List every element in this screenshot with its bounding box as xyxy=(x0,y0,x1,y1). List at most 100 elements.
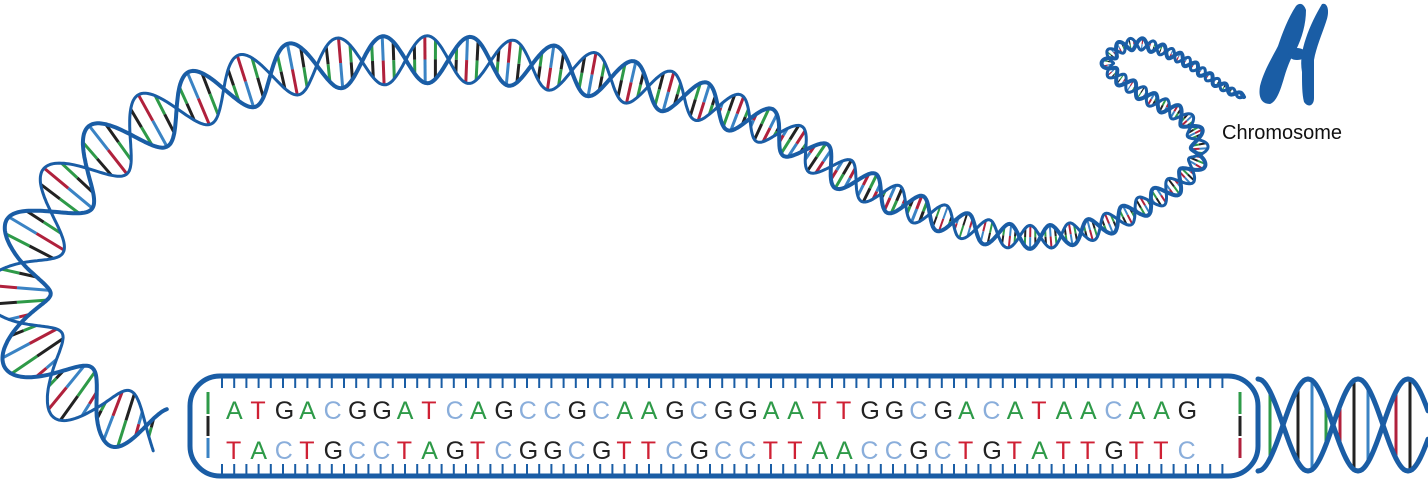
base-pair-rung xyxy=(475,40,480,61)
base-pair-rung xyxy=(788,124,801,141)
base-pair-rung xyxy=(506,40,512,63)
base-pair-rung xyxy=(299,47,306,68)
base-pair-rung xyxy=(302,67,309,88)
base-pair-rung xyxy=(586,74,594,97)
base-pair-rung xyxy=(81,141,99,160)
base-pair-rung xyxy=(958,225,965,239)
base-pair-rung xyxy=(348,44,353,63)
base-pair-rung xyxy=(88,124,110,151)
base-pair-rung xyxy=(36,337,64,358)
base-T: T xyxy=(616,437,631,465)
base-pair-rung xyxy=(381,60,386,85)
base-T: T xyxy=(299,437,314,465)
chromosome-centromere xyxy=(1288,48,1306,60)
base-T: T xyxy=(1080,437,1095,465)
base-T: T xyxy=(1007,437,1022,465)
base-pair-rung xyxy=(324,46,330,65)
base-pair-rung xyxy=(185,102,196,121)
base-pair-rung xyxy=(795,129,807,145)
base-G: G xyxy=(934,397,953,425)
base-pair-rung xyxy=(380,36,385,61)
base-pair-rung xyxy=(806,156,818,172)
base-pair-rung xyxy=(629,61,638,83)
base-C: C xyxy=(1178,437,1196,465)
base-C: C xyxy=(982,397,1000,425)
base-C: C xyxy=(592,397,610,425)
base-A: A xyxy=(1031,437,1048,465)
base-pair-rung xyxy=(244,80,256,108)
base-pair-rung xyxy=(279,71,287,89)
base-A: A xyxy=(397,397,414,425)
sequence-zoom-box xyxy=(187,373,1261,479)
base-pair-rung xyxy=(43,166,70,190)
base-C: C xyxy=(690,397,708,425)
base-pair-rung xyxy=(285,43,294,70)
base-pair-rung xyxy=(1,267,20,275)
base-G: G xyxy=(494,397,513,425)
base-pair-rung xyxy=(102,415,115,441)
base-pair-rung xyxy=(16,298,47,304)
helix-right-strand-a xyxy=(1255,376,1428,474)
base-pair-rung xyxy=(815,142,828,158)
base-G: G xyxy=(543,437,562,465)
base-T: T xyxy=(226,437,241,465)
base-pair-rung xyxy=(942,205,949,220)
base-pair-rung xyxy=(702,83,712,103)
base-A: A xyxy=(470,397,487,425)
base-G: G xyxy=(324,437,343,465)
base-pair-rung xyxy=(688,99,697,117)
base-pair-rung xyxy=(151,119,169,148)
base-A: A xyxy=(958,397,975,425)
base-pair-rung xyxy=(140,126,154,146)
base-A: A xyxy=(787,397,804,425)
base-pair-rung xyxy=(337,37,343,64)
base-A: A xyxy=(1080,397,1097,425)
base-pair-rung xyxy=(842,159,853,176)
base-pair-rung xyxy=(761,127,772,143)
base-G: G xyxy=(592,437,611,465)
base-G: G xyxy=(982,437,1001,465)
base-pair-rung xyxy=(290,69,299,96)
base-pair-rung xyxy=(590,52,598,75)
base-G: G xyxy=(446,437,465,465)
base-pair-rung xyxy=(760,107,771,125)
base-pair-rung xyxy=(517,44,523,64)
base-G: G xyxy=(738,397,757,425)
chromosome-icon xyxy=(1259,3,1329,106)
base-A: A xyxy=(763,397,780,425)
base-pair-rung xyxy=(1,342,31,360)
base-pair-rung xyxy=(1007,235,1011,248)
base-pair-rung xyxy=(111,391,124,417)
base-pair-rung xyxy=(226,69,235,86)
base-T: T xyxy=(1056,437,1071,465)
base-C: C xyxy=(275,437,293,465)
chromosome-chromatid-right xyxy=(1301,3,1329,106)
base-pair-rung xyxy=(35,232,65,252)
base-pair-rung xyxy=(106,148,129,175)
helix-strands xyxy=(0,34,1246,453)
base-T: T xyxy=(812,397,827,425)
base-C: C xyxy=(714,437,732,465)
base-pair-rung xyxy=(200,72,212,95)
base-pair-rung xyxy=(464,60,469,83)
base-pair-rung xyxy=(888,184,897,199)
base-T: T xyxy=(1031,397,1046,425)
base-T: T xyxy=(787,437,802,465)
base-C: C xyxy=(519,397,537,425)
base-G: G xyxy=(372,397,391,425)
base-pair-rung xyxy=(833,173,845,189)
base-A: A xyxy=(226,397,243,425)
base-A: A xyxy=(1129,397,1146,425)
base-pair-rung xyxy=(729,113,739,132)
base-pair-rung xyxy=(0,300,18,305)
base-pair-rung xyxy=(137,94,155,122)
base-pair-rung xyxy=(696,101,706,121)
base-C: C xyxy=(348,437,366,465)
base-C: C xyxy=(909,397,927,425)
base-pair-rung xyxy=(557,69,563,86)
base-pair-rung xyxy=(735,96,746,115)
base-T: T xyxy=(1129,437,1144,465)
base-pair-rung xyxy=(779,138,792,155)
